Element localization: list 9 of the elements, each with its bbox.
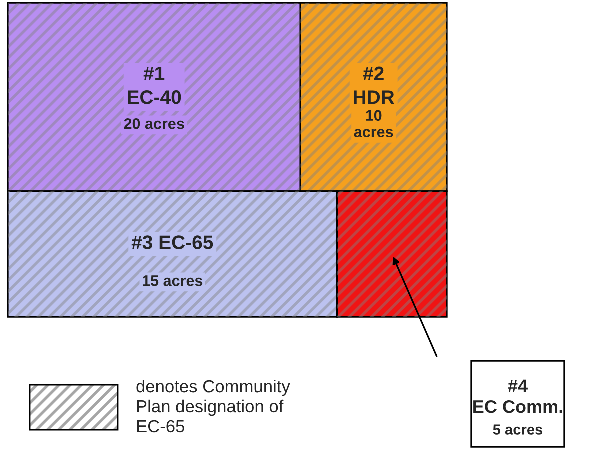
data-label: 5 acres [493, 424, 543, 435]
data-label: 20 acres [124, 118, 184, 130]
data-label: 10 acres [354, 110, 394, 138]
category-label: #4 EC Comm. [474, 380, 562, 414]
category-label: #3 EC-65 [132, 236, 214, 250]
category-label: #2 HDR [354, 66, 394, 104]
text: denotes Community Plan designation of EC-65 [136, 380, 290, 433]
data-label: 15 acres [143, 276, 203, 286]
category-label: #1 EC-40 [128, 66, 182, 104]
